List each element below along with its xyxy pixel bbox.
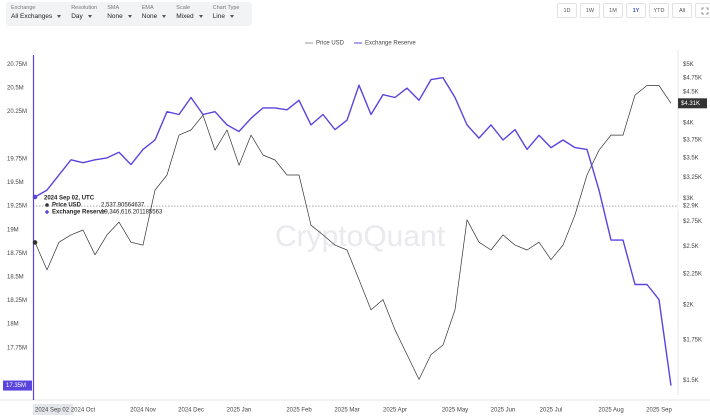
x-cursor-label-bg — [33, 404, 73, 415]
tooltip-series: Exchange Reserve — [52, 210, 106, 216]
y2-tick-label: $1.75K — [683, 338, 702, 344]
x-cursor-label: 2024 Sep 02 — [35, 408, 70, 414]
x-tick-label: 2024 Dec — [178, 408, 204, 414]
tooltip-marker — [44, 209, 50, 215]
tooltip-value: 2,537.90564637 — [101, 203, 145, 209]
crosshair-y2-label: $2.9K — [683, 204, 699, 210]
x-tick-label: 2025 Apr — [383, 408, 407, 414]
dropdown[interactable]: SMA None — [102, 2, 137, 26]
legend-label: Price USD — [316, 41, 345, 47]
range-button[interactable]: 1Y — [626, 3, 646, 18]
y2-tick-label: $3K — [683, 196, 694, 202]
x-tick-label: 2025 Jul — [540, 408, 563, 414]
x-tick-label: 2025 Jan — [227, 408, 252, 414]
tooltip-series: Price USD — [52, 203, 82, 209]
y2-tick-label: $3.5K — [683, 156, 699, 162]
expand-button[interactable] — [695, 3, 710, 18]
y-tick-label: 18.5M — [7, 275, 24, 281]
tooltip-value: 19,346,616.201185563 — [101, 210, 163, 216]
y-tick-label: 20.75M — [7, 62, 27, 68]
y2-tick-label: $4.5K — [683, 90, 699, 96]
y2-tick-label: $5K — [683, 62, 694, 68]
series-line — [34, 85, 672, 380]
y-tick-label: 18.75M — [7, 251, 27, 257]
dropdown-value: None — [107, 13, 132, 20]
x-tick-label: 2025 Jun — [491, 408, 516, 414]
dropdown-label: Exchange — [11, 5, 36, 11]
dropdown[interactable]: Scale Mixed — [171, 2, 207, 26]
dropdown[interactable]: Resolution Day — [66, 2, 102, 26]
y-tick-label: 20.25M — [7, 109, 27, 115]
last-value-bg — [3, 380, 32, 391]
y-tick-label: 19.5M — [7, 180, 24, 186]
dropdown-value: All Exchanges — [11, 13, 61, 20]
toolbar: Exchange All Exchanges Resolution Day SMA Non… — [6, 2, 252, 26]
series-line — [34, 77, 672, 386]
y2-tick-label: $2K — [683, 303, 694, 309]
y2-tick-label: $3.75K — [683, 137, 702, 143]
last-value-bg — [678, 98, 707, 109]
cursor-dot — [32, 194, 38, 200]
y-tick-label: 19.75M — [7, 156, 27, 162]
dropdown-label: EMA — [141, 5, 154, 11]
y-tick-label: 19M — [7, 227, 19, 233]
dropdown-value: Mixed — [176, 13, 202, 20]
x-tick-label: 2025 Aug — [598, 408, 623, 414]
x-tick-label: 2025 Mar — [334, 408, 359, 414]
dropdown[interactable]: Exchange All Exchanges — [6, 2, 66, 26]
expand-icon — [701, 7, 709, 14]
crosshair-y-label-bg — [3, 201, 32, 212]
dropdown-value: Line — [213, 13, 240, 20]
range-button[interactable]: 1M — [603, 3, 623, 18]
y2-tick-label: $1.5K — [683, 378, 699, 384]
y-tick-label: 18.25M — [7, 298, 27, 304]
tooltip-title: 2024 Sep 02, UTC — [44, 196, 95, 202]
x-tick-label: 2024 Nov — [130, 408, 156, 414]
cursor-dot — [32, 240, 38, 245]
dropdown-label: Resolution — [71, 5, 98, 11]
crosshair-y-label: 19.25M — [7, 204, 27, 210]
tooltip-marker — [45, 203, 49, 207]
y2-tick-label: $2.75K — [683, 219, 702, 225]
legend-label: Exchange Reserve — [365, 41, 416, 47]
last-value-label: $4.31K — [681, 101, 700, 107]
range-button[interactable]: YTD — [649, 3, 669, 18]
range-button[interactable]: 1D — [557, 3, 577, 18]
dropdown-value: Day — [71, 13, 97, 20]
dropdown[interactable]: EMA None — [137, 2, 172, 26]
watermark: CryptoQuant — [275, 220, 446, 253]
dropdown-label: Chart Type — [212, 5, 240, 11]
last-value-label: 17.35M — [6, 383, 26, 389]
range-button[interactable]: All — [672, 3, 692, 18]
y-tick-label: 18M — [7, 322, 19, 328]
y-tick-label: 20.5M — [7, 86, 24, 92]
y-tick-label: 17.75M — [7, 345, 27, 351]
dropdown-label: SMA — [107, 5, 120, 11]
dropdown-label: Scale — [176, 5, 191, 11]
x-tick-label: 2025 Feb — [286, 408, 312, 414]
dropdown-value: None — [142, 13, 167, 20]
crosshair-y2-label-bg — [678, 201, 706, 212]
x-tick-label: 2025 May — [442, 408, 468, 414]
y2-tick-label: $3.25K — [683, 175, 702, 181]
y2-tick-label: $2.25K — [683, 272, 702, 278]
y2-tick-label: $4K — [683, 120, 694, 126]
y2-tick-label: $4.75K — [683, 75, 702, 81]
range-button[interactable]: 1W — [580, 3, 600, 18]
range-buttons: 1D 1W 1M 1Y YTD All — [557, 3, 710, 18]
x-tick-label: 2025 Sep — [646, 408, 672, 414]
y2-tick-label: $2.5K — [683, 244, 699, 250]
dropdown[interactable]: Chart Type Line — [208, 2, 245, 26]
x-tick-label: 2024 Oct — [71, 408, 96, 414]
